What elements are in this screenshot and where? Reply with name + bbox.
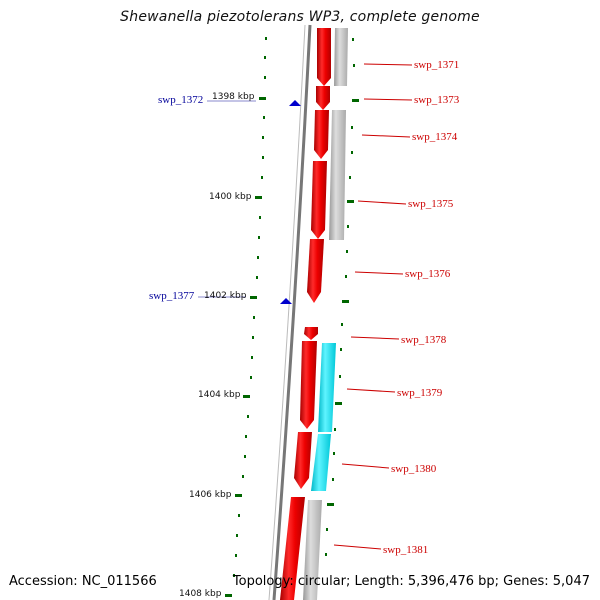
gene-arrow-swp_1373 bbox=[316, 86, 330, 110]
gene-arrow-swp_1379 bbox=[300, 341, 317, 429]
kbp-label-1402: 1402 kbp bbox=[204, 291, 247, 301]
gene-label-swp_1374[interactable]: swp_1374 bbox=[412, 131, 458, 143]
gray-feature-track bbox=[303, 28, 348, 600]
gene-label-swp_1375[interactable]: swp_1375 bbox=[408, 198, 454, 210]
left-label-swp_1377[interactable]: swp_1377 bbox=[149, 290, 195, 302]
gene-arrow-swp_1374 bbox=[314, 110, 329, 159]
kbp-label-1398: 1398 kbp bbox=[212, 92, 255, 102]
genome-backbone bbox=[272, 24, 312, 600]
gene-leader-lines bbox=[333, 63, 413, 550]
inner-tick-ring bbox=[225, 37, 267, 597]
kbp-label-1406: 1406 kbp bbox=[189, 490, 232, 500]
gene-arrows bbox=[280, 28, 331, 600]
gene-arrow-swp_1381 bbox=[280, 497, 305, 600]
gene-label-swp_1379[interactable]: swp_1379 bbox=[397, 387, 443, 399]
gene-label-swp_1376[interactable]: swp_1376 bbox=[405, 268, 451, 280]
gene-arrow-swp_1380 bbox=[294, 432, 312, 489]
gene-arrow-swp_1378 bbox=[304, 327, 318, 340]
genome-summary-text: Topology: circular; Length: 5,396,476 bp… bbox=[232, 574, 590, 589]
left-leader-lines bbox=[198, 100, 256, 298]
outer-tick-ring bbox=[325, 38, 359, 556]
left-label-swp_1372[interactable]: swp_1372 bbox=[158, 94, 203, 106]
accession-text: Accession: NC_011566 bbox=[9, 574, 157, 589]
kbp-label-1404: 1404 kbp bbox=[198, 390, 241, 400]
feature-marker-swp_1372[interactable] bbox=[289, 100, 301, 106]
gene-label-swp_1380[interactable]: swp_1380 bbox=[391, 463, 437, 475]
kbp-label-1400: 1400 kbp bbox=[209, 192, 252, 202]
genome-backbone-inner bbox=[268, 24, 306, 600]
feature-marker-swp_1377[interactable] bbox=[280, 298, 292, 304]
gene-label-swp_1378[interactable]: swp_1378 bbox=[401, 334, 447, 346]
map-title: Shewanella piezotolerans WP3, complete g… bbox=[120, 9, 480, 25]
cyan-feature-track bbox=[311, 343, 336, 491]
gene-arrow-swp_1371 bbox=[317, 28, 331, 86]
gene-label-swp_1381[interactable]: swp_1381 bbox=[383, 544, 428, 556]
gene-label-swp_1373[interactable]: swp_1373 bbox=[414, 94, 460, 106]
gene-arrow-swp_1376 bbox=[307, 239, 324, 303]
gene-label-swp_1371[interactable]: swp_1371 bbox=[414, 59, 459, 71]
gene-arrow-swp_1375 bbox=[311, 161, 327, 239]
kbp-label-1408: 1408 kbp bbox=[179, 589, 222, 599]
